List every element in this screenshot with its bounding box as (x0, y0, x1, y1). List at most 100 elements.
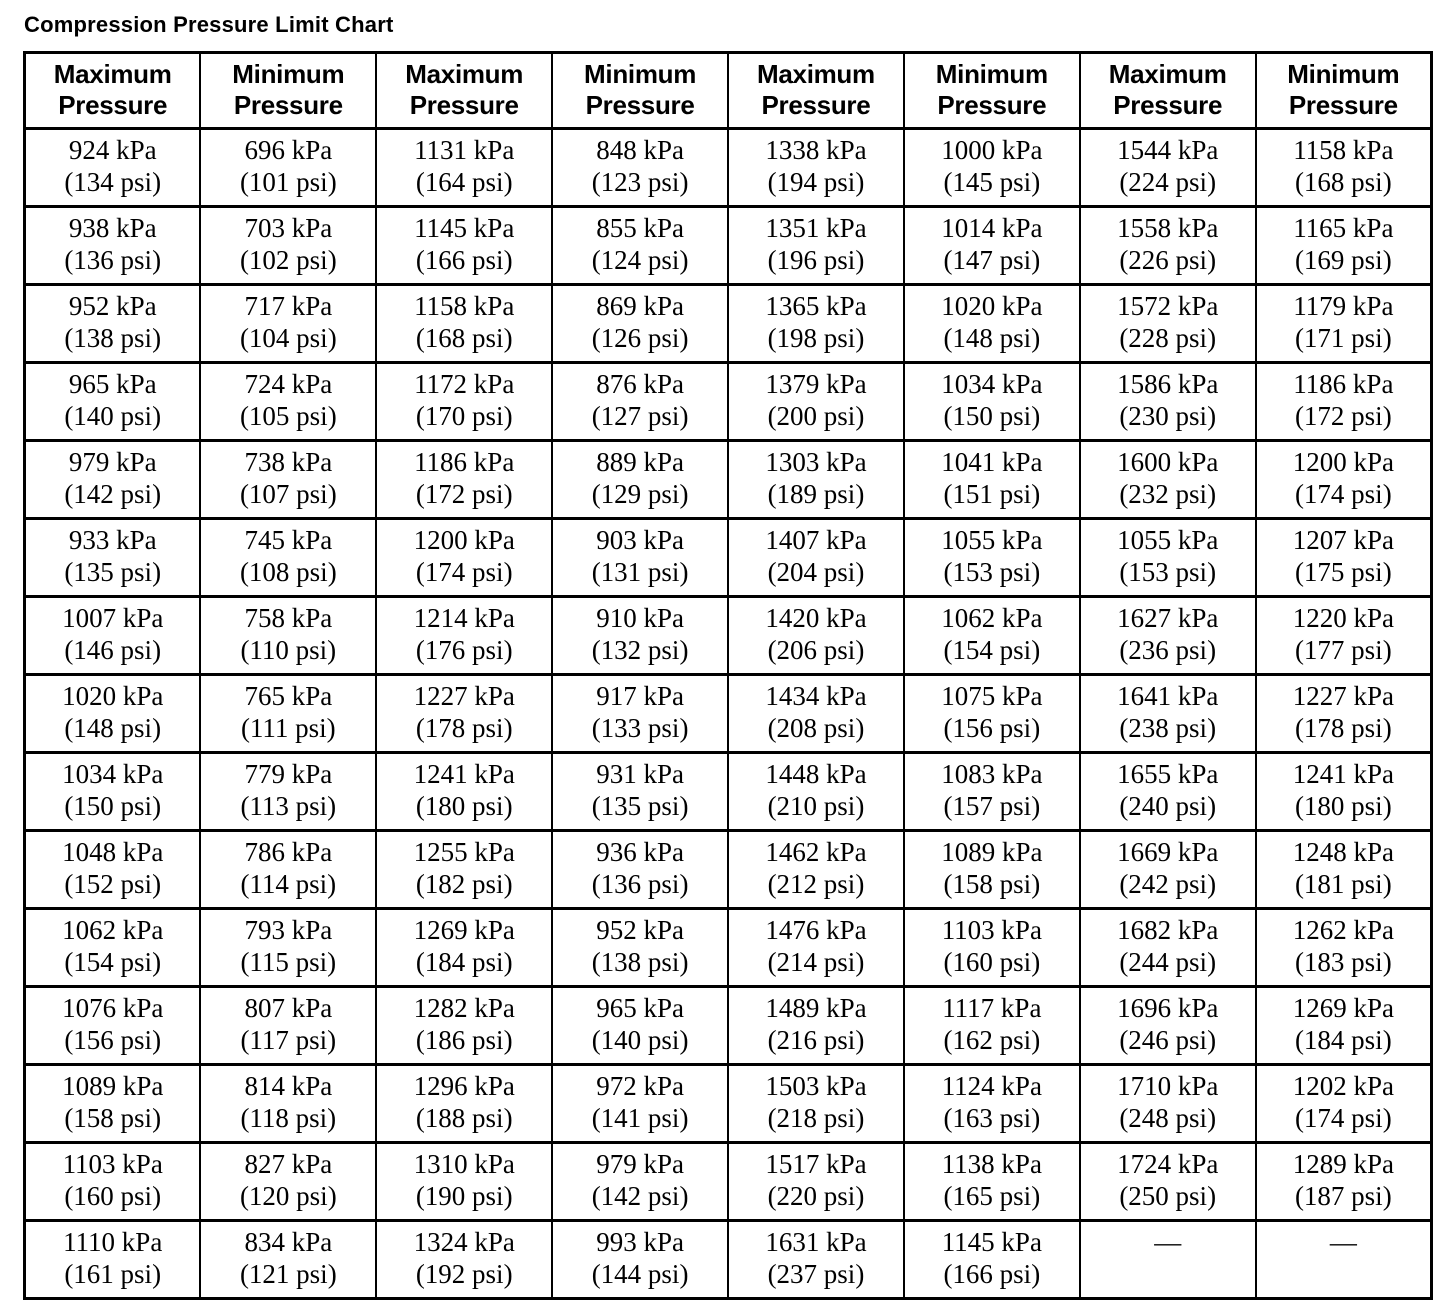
table-cell: 1241 kPa (180 psi) (375, 751, 554, 831)
table-cell: 1627 kPa (236 psi) (1078, 595, 1257, 675)
table-cell: 931 kPa (135 psi) (551, 751, 729, 831)
table-cell: 1517 kPa (220 psi) (727, 1141, 905, 1221)
table-cell: 1476 kPa (214 psi) (727, 907, 905, 987)
table-header: Maximum Pressure Minimum Pressure Maximum … (23, 52, 1433, 130)
table-cell: 1062 kPa (154 psi) (23, 907, 202, 987)
table-cell: 936 kPa (136 psi) (551, 829, 729, 909)
table-row: 1034 kPa (150 psi) 779 kPa (113 psi) 1241 … (23, 751, 1433, 831)
table-cell: 1558 kPa (226 psi) (1078, 205, 1257, 285)
table-row: 1020 kPa (148 psi) 765 kPa (111 psi) 1227 … (23, 673, 1433, 753)
table-row: 924 kPa (134 psi) 696 kPa (101 psi) 1131 k… (23, 127, 1433, 207)
column-header-8: Minimum Pressure (1254, 52, 1433, 130)
table-cell: 1165 kPa (169 psi) (1254, 205, 1433, 285)
table-cell: 807 kPa (117 psi) (199, 985, 378, 1065)
table-cell: 758 kPa (110 psi) (199, 595, 378, 675)
column-header-6: Minimum Pressure (902, 52, 1081, 130)
table-cell: 1351 kPa (196 psi) (727, 205, 905, 285)
table-cell: 1262 kPa (183 psi) (1254, 907, 1433, 987)
table-row: 1089 kPa (158 psi) 814 kPa (118 psi) 1296 … (23, 1063, 1433, 1143)
table-cell: 952 kPa (138 psi) (23, 283, 202, 363)
table-cell: 745 kPa (108 psi) (199, 517, 378, 597)
table-cell: 1655 kPa (240 psi) (1078, 751, 1257, 831)
table-cell: 1282 kPa (186 psi) (375, 985, 554, 1065)
column-header-5: Maximum Pressure (727, 52, 905, 130)
table-cell: 965 kPa (140 psi) (23, 361, 202, 441)
compression-pressure-limit-table: Maximum Pressure Minimum Pressure Maximum … (23, 51, 1433, 1300)
table-cell: 910 kPa (132 psi) (551, 595, 729, 675)
table-cell: — (1254, 1219, 1433, 1299)
table-cell: 1462 kPa (212 psi) (727, 829, 905, 909)
table-cell: 1669 kPa (242 psi) (1078, 829, 1257, 909)
table-cell: 1572 kPa (228 psi) (1078, 283, 1257, 363)
table-cell: 1055 kPa (153 psi) (1078, 517, 1257, 597)
table-cell: 1131 kPa (164 psi) (375, 127, 554, 207)
table-cell: 1710 kPa (248 psi) (1078, 1063, 1257, 1143)
table-cell: 876 kPa (127 psi) (551, 361, 729, 441)
table-cell: 1020 kPa (148 psi) (902, 283, 1081, 363)
table-cell: 1202 kPa (174 psi) (1254, 1063, 1433, 1143)
table-cell: 1631 kPa (237 psi) (727, 1219, 905, 1299)
table-cell: 1289 kPa (187 psi) (1254, 1141, 1433, 1221)
table-cell: 917 kPa (133 psi) (551, 673, 729, 753)
table-cell: 1117 kPa (162 psi) (902, 985, 1081, 1065)
table-cell: 827 kPa (120 psi) (199, 1141, 378, 1221)
table-cell: 1338 kPa (194 psi) (727, 127, 905, 207)
table-cell: 1227 kPa (178 psi) (1254, 673, 1433, 753)
table-cell: 1110 kPa (161 psi) (23, 1219, 202, 1299)
column-header-1: Maximum Pressure (23, 52, 202, 130)
table-cell: 738 kPa (107 psi) (199, 439, 378, 519)
table-cell: 834 kPa (121 psi) (199, 1219, 378, 1299)
table-cell: 1365 kPa (198 psi) (727, 283, 905, 363)
table-cell: 1089 kPa (158 psi) (902, 829, 1081, 909)
table-cell: 1269 kPa (184 psi) (1254, 985, 1433, 1065)
table-row: 1007 kPa (146 psi) 758 kPa (110 psi) 1214 … (23, 595, 1433, 675)
table-cell: 1641 kPa (238 psi) (1078, 673, 1257, 753)
table-cell: 1138 kPa (165 psi) (902, 1141, 1081, 1221)
table-cell: 1489 kPa (216 psi) (727, 985, 905, 1065)
table-cell: 1055 kPa (153 psi) (902, 517, 1081, 597)
table-cell: 1007 kPa (146 psi) (23, 595, 202, 675)
table-cell: 1724 kPa (250 psi) (1078, 1141, 1257, 1221)
table-cell: 1310 kPa (190 psi) (375, 1141, 554, 1221)
table-row: 952 kPa (138 psi) 717 kPa (104 psi) 1158 k… (23, 283, 1433, 363)
table-cell: 1034 kPa (150 psi) (902, 361, 1081, 441)
table-cell: 1076 kPa (156 psi) (23, 985, 202, 1065)
table-cell: 993 kPa (144 psi) (551, 1219, 729, 1299)
table-cell: 1379 kPa (200 psi) (727, 361, 905, 441)
table-cell: 1296 kPa (188 psi) (375, 1063, 554, 1143)
table-cell: 1034 kPa (150 psi) (23, 751, 202, 831)
table-cell: 1014 kPa (147 psi) (902, 205, 1081, 285)
table-cell: 979 kPa (142 psi) (551, 1141, 729, 1221)
table-cell: 1103 kPa (160 psi) (23, 1141, 202, 1221)
table-cell: 793 kPa (115 psi) (199, 907, 378, 987)
table-cell: 1145 kPa (166 psi) (902, 1219, 1081, 1299)
table-cell: 1503 kPa (218 psi) (727, 1063, 905, 1143)
table-row: 1110 kPa (161 psi) 834 kPa (121 psi) 1324 … (23, 1219, 1433, 1299)
table-cell: 724 kPa (105 psi) (199, 361, 378, 441)
table-cell: 1172 kPa (170 psi) (375, 361, 554, 441)
table-cell: 1303 kPa (189 psi) (727, 439, 905, 519)
table-cell: 1324 kPa (192 psi) (375, 1219, 554, 1299)
table-cell: 869 kPa (126 psi) (551, 283, 729, 363)
table-cell: 1179 kPa (171 psi) (1254, 283, 1433, 363)
table-cell: 696 kPa (101 psi) (199, 127, 378, 207)
table-cell: 814 kPa (118 psi) (199, 1063, 378, 1143)
table-cell: 1145 kPa (166 psi) (375, 205, 554, 285)
table-cell: 765 kPa (111 psi) (199, 673, 378, 753)
table-row: 1062 kPa (154 psi) 793 kPa (115 psi) 1269 … (23, 907, 1433, 987)
table-cell: 1586 kPa (230 psi) (1078, 361, 1257, 441)
page-title: Compression Pressure Limit Chart (24, 12, 394, 37)
table-cell: 1420 kPa (206 psi) (727, 595, 905, 675)
table-cell: 1220 kPa (177 psi) (1254, 595, 1433, 675)
table-cell: 938 kPa (136 psi) (23, 205, 202, 285)
header-row: Maximum Pressure Minimum Pressure Maximum … (23, 52, 1433, 130)
table-cell: 848 kPa (123 psi) (551, 127, 729, 207)
table-row: 933 kPa (135 psi) 745 kPa (108 psi) 1200 k… (23, 517, 1433, 597)
table-cell: 1041 kPa (151 psi) (902, 439, 1081, 519)
table-cell: 924 kPa (134 psi) (23, 127, 202, 207)
column-header-4: Minimum Pressure (551, 52, 729, 130)
table-cell: 972 kPa (141 psi) (551, 1063, 729, 1143)
table-row: 979 kPa (142 psi) 738 kPa (107 psi) 1186 k… (23, 439, 1433, 519)
table-cell: 779 kPa (113 psi) (199, 751, 378, 831)
